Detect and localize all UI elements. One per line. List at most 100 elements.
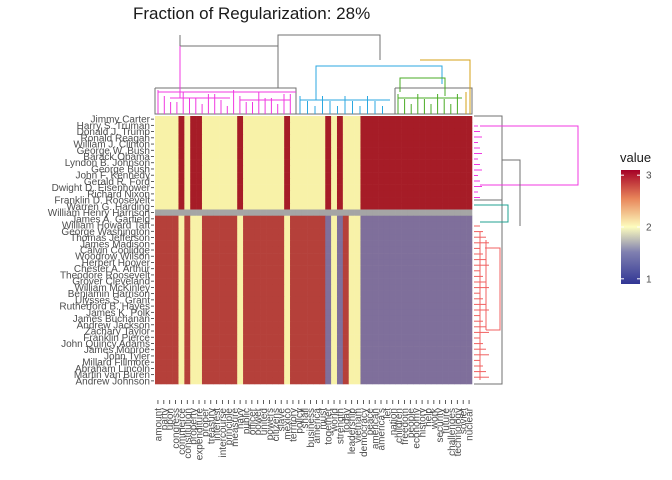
- heatmap-cell: [190, 253, 197, 260]
- heatmap-cell: [155, 234, 162, 241]
- heatmap-cell: [219, 359, 226, 366]
- heatmap-cell: [196, 284, 203, 291]
- heatmap-cell: [243, 327, 250, 335]
- heatmap-cell: [248, 203, 256, 210]
- heatmap-cell: [425, 309, 432, 316]
- heatmap-cell: [225, 234, 232, 241]
- heatmap-cell: [342, 134, 350, 142]
- heatmap-cell: [436, 178, 443, 185]
- heatmap-cell: [278, 359, 285, 366]
- heatmap-cell: [454, 371, 461, 379]
- heatmap-cell: [155, 365, 162, 372]
- heatmap-cell: [260, 122, 267, 129]
- heatmap-cell: [172, 116, 179, 123]
- heatmap-cell: [372, 134, 379, 142]
- heatmap-cell: [348, 128, 355, 135]
- heatmap-cell: [383, 296, 391, 304]
- heatmap-cell: [272, 296, 279, 304]
- heatmap-cell: [442, 278, 449, 285]
- heatmap-cell: [237, 246, 244, 254]
- heatmap-cell: [231, 346, 238, 354]
- heatmap-cell: [248, 259, 256, 266]
- heatmap-cell: [366, 315, 373, 322]
- heatmap-cell: [172, 284, 179, 291]
- column-label: citizens: [271, 408, 282, 441]
- heatmap-cell: [395, 240, 402, 248]
- heatmap-cell: [407, 340, 414, 347]
- heatmap-cell: [336, 184, 344, 192]
- heatmap-cell: [336, 290, 344, 298]
- heatmap-cell: [225, 172, 232, 179]
- heatmap-cell: [460, 116, 467, 123]
- heatmap-cell: [172, 340, 179, 347]
- heatmap-cell: [413, 140, 420, 148]
- heatmap-cell: [155, 197, 162, 204]
- heatmap-cell: [419, 265, 426, 273]
- heatmap-cell: [419, 290, 426, 298]
- heatmap-cell: [419, 128, 426, 135]
- heatmap-cell: [325, 116, 332, 123]
- heatmap-cell: [348, 215, 355, 223]
- heatmap-cell: [278, 190, 285, 198]
- heatmap-cell: [313, 197, 320, 204]
- heatmap-cell: [160, 140, 168, 148]
- heatmap-cell: [407, 147, 414, 154]
- heatmap-cell: [442, 197, 449, 204]
- heatmap-cell: [430, 315, 438, 322]
- heatmap-cell: [307, 259, 314, 266]
- heatmap-cell: [354, 209, 361, 217]
- heatmap-cell: [419, 302, 426, 310]
- heatmap-cell: [319, 190, 326, 198]
- heatmap-cell: [301, 140, 308, 148]
- heatmap-cell: [307, 271, 314, 279]
- heatmap-cell: [360, 234, 367, 241]
- heatmap-cell: [389, 128, 396, 135]
- heatmap-cell: [207, 147, 214, 154]
- cluster-box: [474, 199, 503, 385]
- heatmap-cell: [160, 259, 168, 266]
- heatmap-cell: [237, 309, 244, 316]
- heatmap-cell: [155, 302, 162, 310]
- heatmap-cell: [290, 253, 297, 260]
- heatmap-cell: [290, 147, 297, 154]
- heatmap-cell: [448, 190, 455, 198]
- heatmap-cell: [272, 209, 279, 217]
- heatmap-cell: [360, 197, 367, 204]
- heatmap-cell: [366, 309, 373, 316]
- legend-tick-label: 3: [646, 171, 652, 182]
- heatmap-cell: [342, 159, 350, 167]
- heatmap-cell: [207, 259, 214, 266]
- heatmap-cell: [342, 122, 350, 129]
- heatmap-cell: [325, 284, 332, 291]
- row-label: Grover Cleveland: [72, 277, 150, 288]
- heatmap-cell: [360, 165, 367, 173]
- row-label: Woodrow Wilson: [75, 252, 150, 263]
- heatmap-cell: [260, 321, 267, 329]
- heatmap-cell: [160, 334, 168, 341]
- heatmap-cell: [389, 334, 396, 341]
- heatmap-cell: [454, 215, 461, 223]
- heatmap-cell: [272, 365, 279, 372]
- heatmap-cell: [301, 290, 308, 298]
- heatmap-cell: [419, 184, 426, 192]
- heatmap-cell: [295, 221, 303, 229]
- heatmap-cell: [313, 253, 320, 260]
- heatmap-cell: [366, 215, 373, 223]
- heatmap-cell: [348, 377, 355, 385]
- heatmap-cell: [266, 352, 273, 360]
- heatmap-cell: [331, 184, 338, 192]
- dendro-branch: [277, 34, 381, 60]
- heatmap-cell: [313, 321, 320, 329]
- heatmap-cell: [166, 284, 173, 291]
- row-label: Benjamin Harrison: [68, 289, 150, 300]
- heatmap-cell: [366, 290, 373, 298]
- heatmap-cell: [225, 271, 232, 279]
- heatmap-cell: [325, 259, 332, 266]
- heatmap-cell: [366, 259, 373, 266]
- heatmap-cell: [225, 197, 232, 204]
- heatmap-cell: [231, 271, 238, 279]
- heatmap-cell: [319, 340, 326, 347]
- heatmap-cell: [372, 278, 379, 285]
- heatmap-cell: [319, 352, 326, 360]
- heatmap-cell: [184, 134, 191, 142]
